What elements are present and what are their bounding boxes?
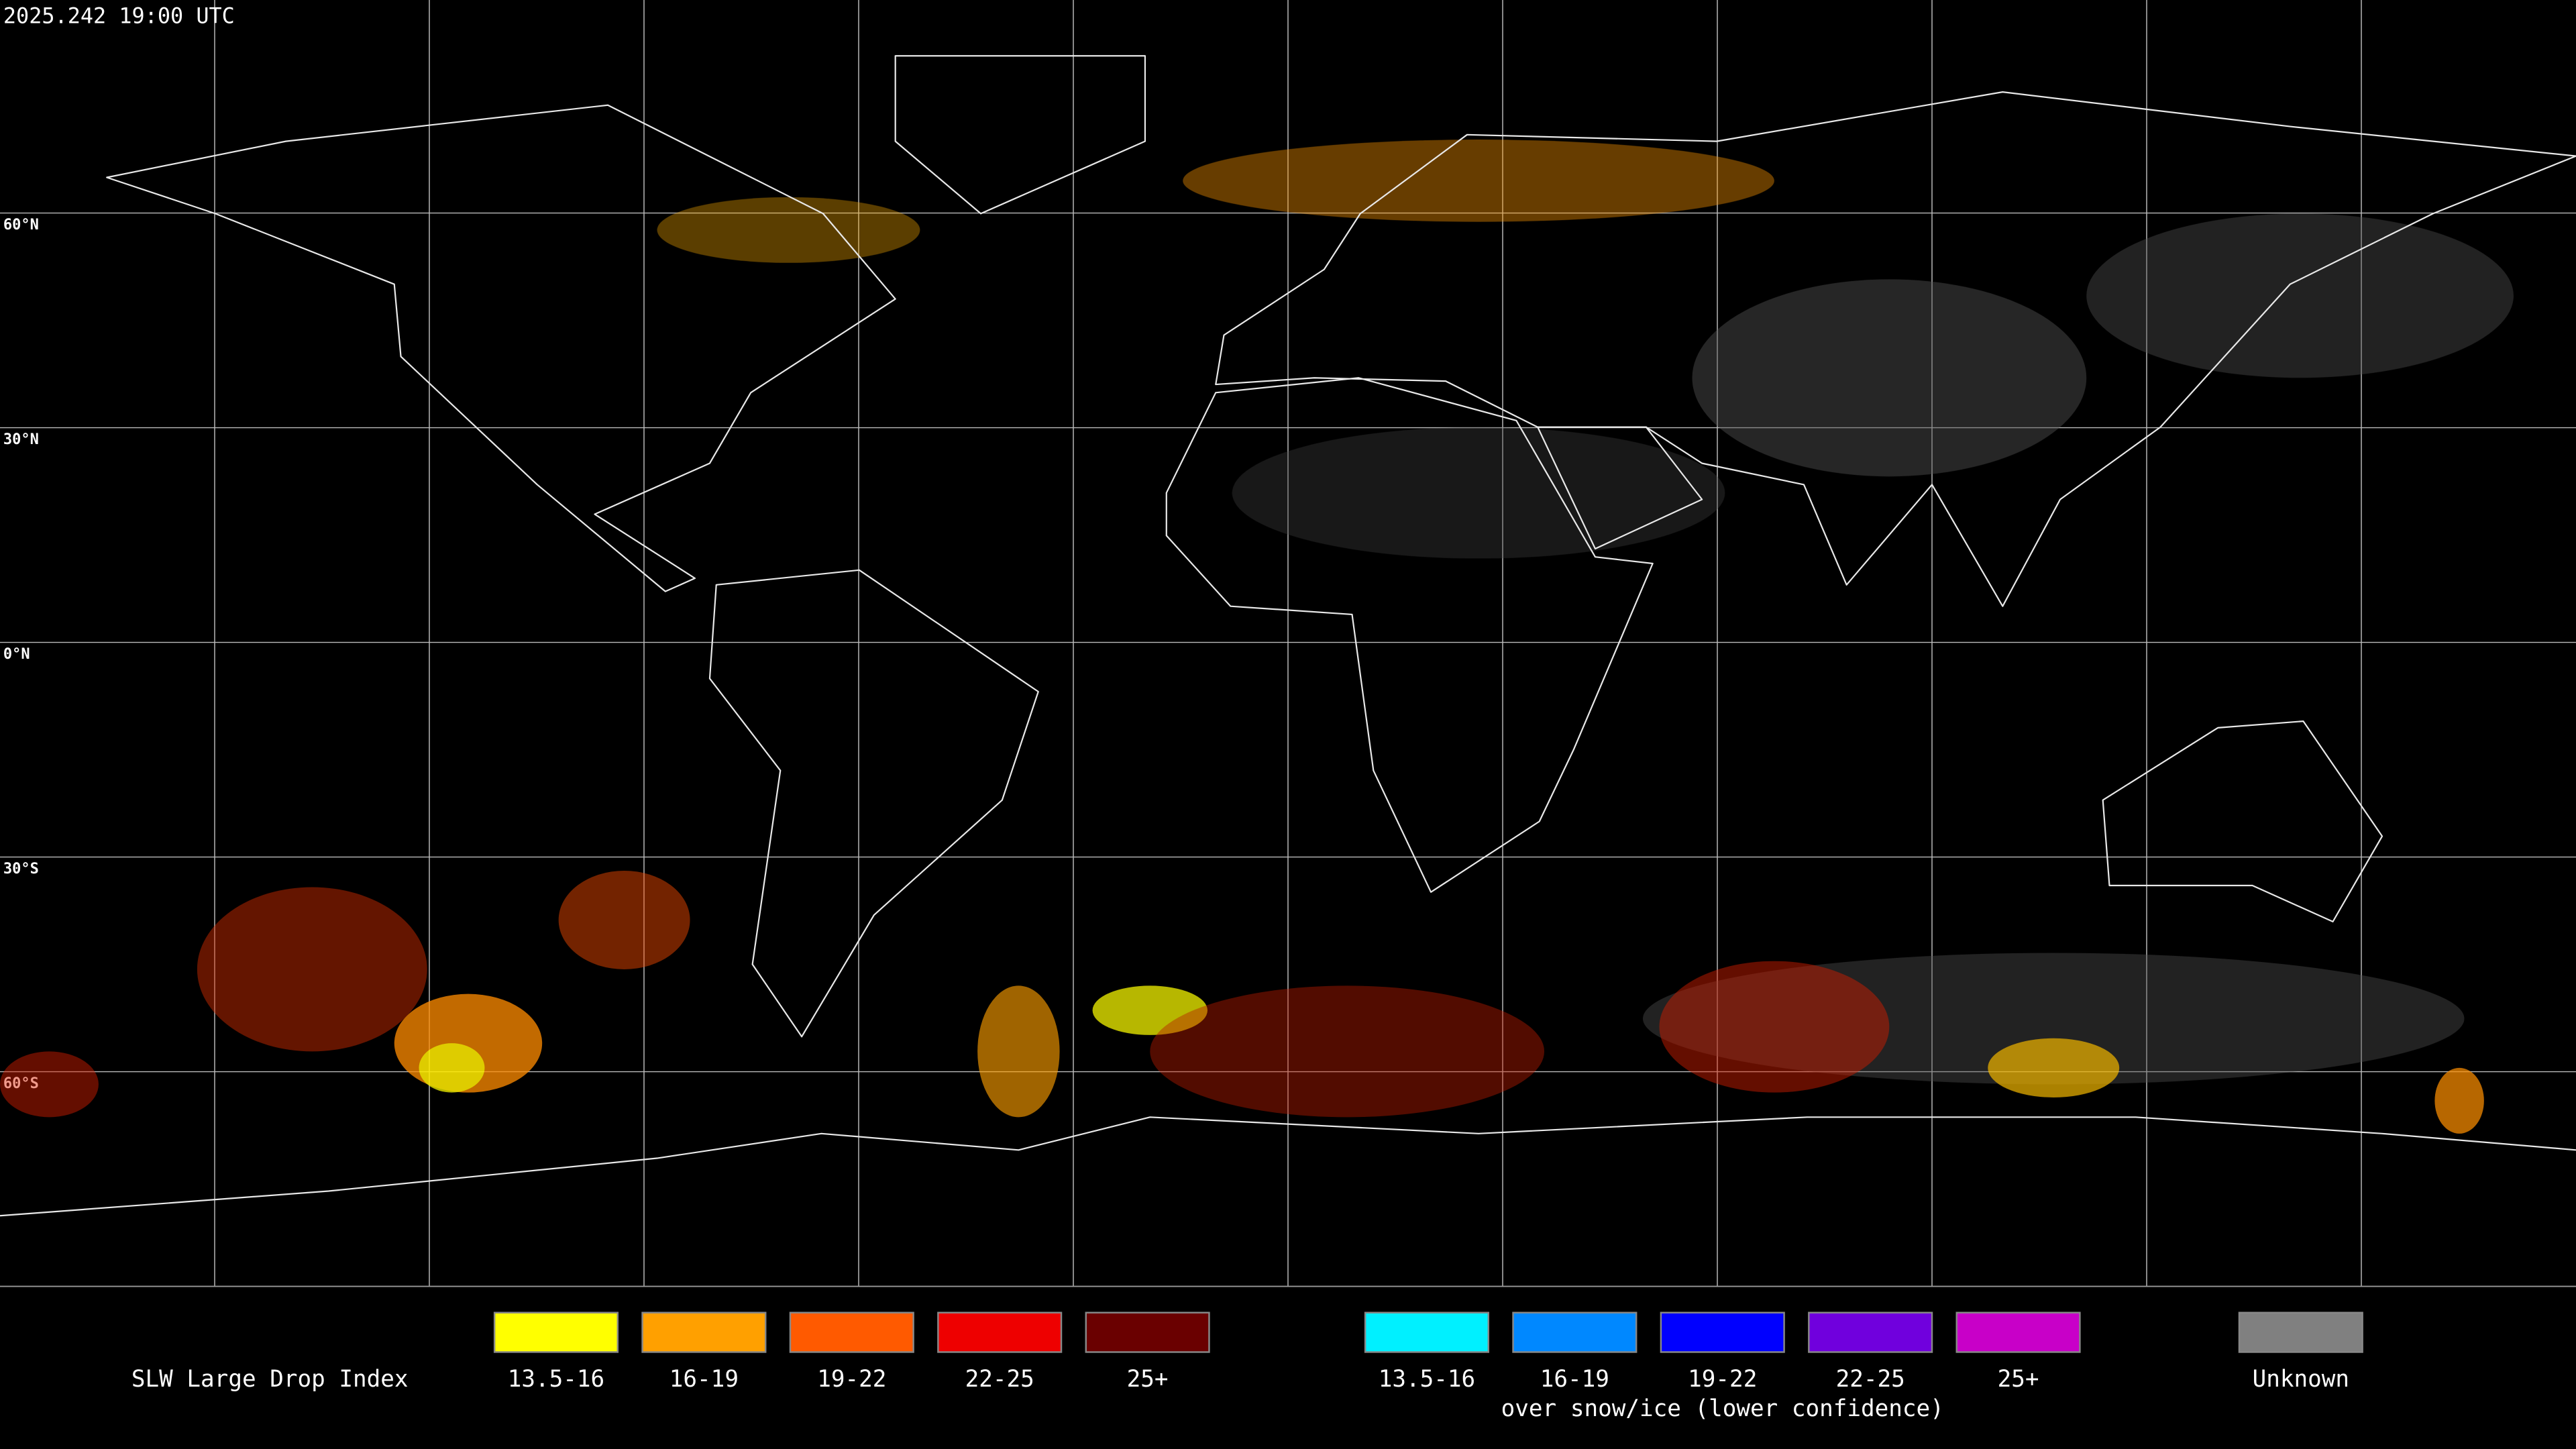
legend-label: 16-19 bbox=[669, 1366, 739, 1393]
latitude-label: 60°S bbox=[3, 1075, 39, 1092]
coastline bbox=[2102, 720, 2383, 922]
legend-swatch bbox=[789, 1311, 914, 1353]
legend-label: 16-19 bbox=[1540, 1366, 1609, 1393]
legend-label: 19-22 bbox=[1688, 1366, 1757, 1393]
legend-label: 13.5-16 bbox=[508, 1366, 604, 1393]
unknown-area bbox=[2086, 213, 2514, 378]
coastline bbox=[0, 1116, 2576, 1217]
legend-label: 13.5-16 bbox=[1379, 1366, 1475, 1393]
legend-caption: over snow/ice (lower confidence) bbox=[1501, 1395, 1944, 1422]
latitude-label: 0°N bbox=[3, 646, 30, 663]
drop-area bbox=[2434, 1067, 2484, 1134]
drop-area bbox=[197, 887, 427, 1052]
legend-label: Unknown bbox=[2253, 1366, 2349, 1393]
legend-swatch bbox=[1808, 1311, 1933, 1353]
legend-swatch bbox=[1512, 1311, 1638, 1353]
latitude-label: 30°S bbox=[3, 861, 39, 877]
latitude-label: 60°N bbox=[3, 217, 39, 233]
drop-area bbox=[1092, 985, 1208, 1035]
legend-label: 25+ bbox=[1127, 1366, 1169, 1393]
legend-swatch bbox=[1660, 1311, 1785, 1353]
drop-area bbox=[0, 1051, 99, 1118]
legend-swatch bbox=[937, 1311, 1063, 1353]
unknown-area bbox=[1692, 279, 2087, 477]
drop-area bbox=[1988, 1038, 2120, 1097]
legend-swatch bbox=[1955, 1311, 2081, 1353]
unknown-area bbox=[1642, 953, 2465, 1085]
coastline bbox=[708, 569, 1039, 1038]
legend-swatch bbox=[641, 1311, 767, 1353]
coastline bbox=[1165, 377, 1654, 893]
drop-area bbox=[1183, 140, 1774, 222]
legend-label: 19-22 bbox=[817, 1366, 886, 1393]
coastline bbox=[894, 55, 1146, 215]
coastline bbox=[106, 104, 896, 592]
latitude-label: 30°N bbox=[3, 431, 39, 448]
drop-area bbox=[657, 197, 920, 263]
legend-label: 22-25 bbox=[965, 1366, 1034, 1393]
legend-swatch bbox=[493, 1311, 619, 1353]
legend-label: 25+ bbox=[1998, 1366, 2039, 1393]
drop-area bbox=[1150, 985, 1545, 1118]
legend-label: 22-25 bbox=[1836, 1366, 1905, 1393]
drop-area bbox=[558, 870, 690, 969]
coastlines bbox=[0, 55, 2576, 1217]
drop-area bbox=[977, 985, 1060, 1118]
coastline bbox=[1537, 426, 1703, 550]
unknown-area bbox=[1232, 427, 1725, 559]
legend-swatch bbox=[1364, 1311, 1490, 1353]
timestamp: 2025.242 19:00 UTC bbox=[3, 3, 235, 28]
drop-area bbox=[1659, 961, 1890, 1093]
drop-area bbox=[419, 1043, 485, 1093]
cloud-field bbox=[0, 140, 2514, 1134]
legend-swatch bbox=[1085, 1311, 1210, 1353]
legend: SLW Large Drop Index 13.5-16 16-19 19-22 22… bbox=[131, 1311, 2363, 1422]
legend-title: SLW Large Drop Index bbox=[131, 1366, 409, 1393]
legend-swatch bbox=[2238, 1311, 2363, 1353]
